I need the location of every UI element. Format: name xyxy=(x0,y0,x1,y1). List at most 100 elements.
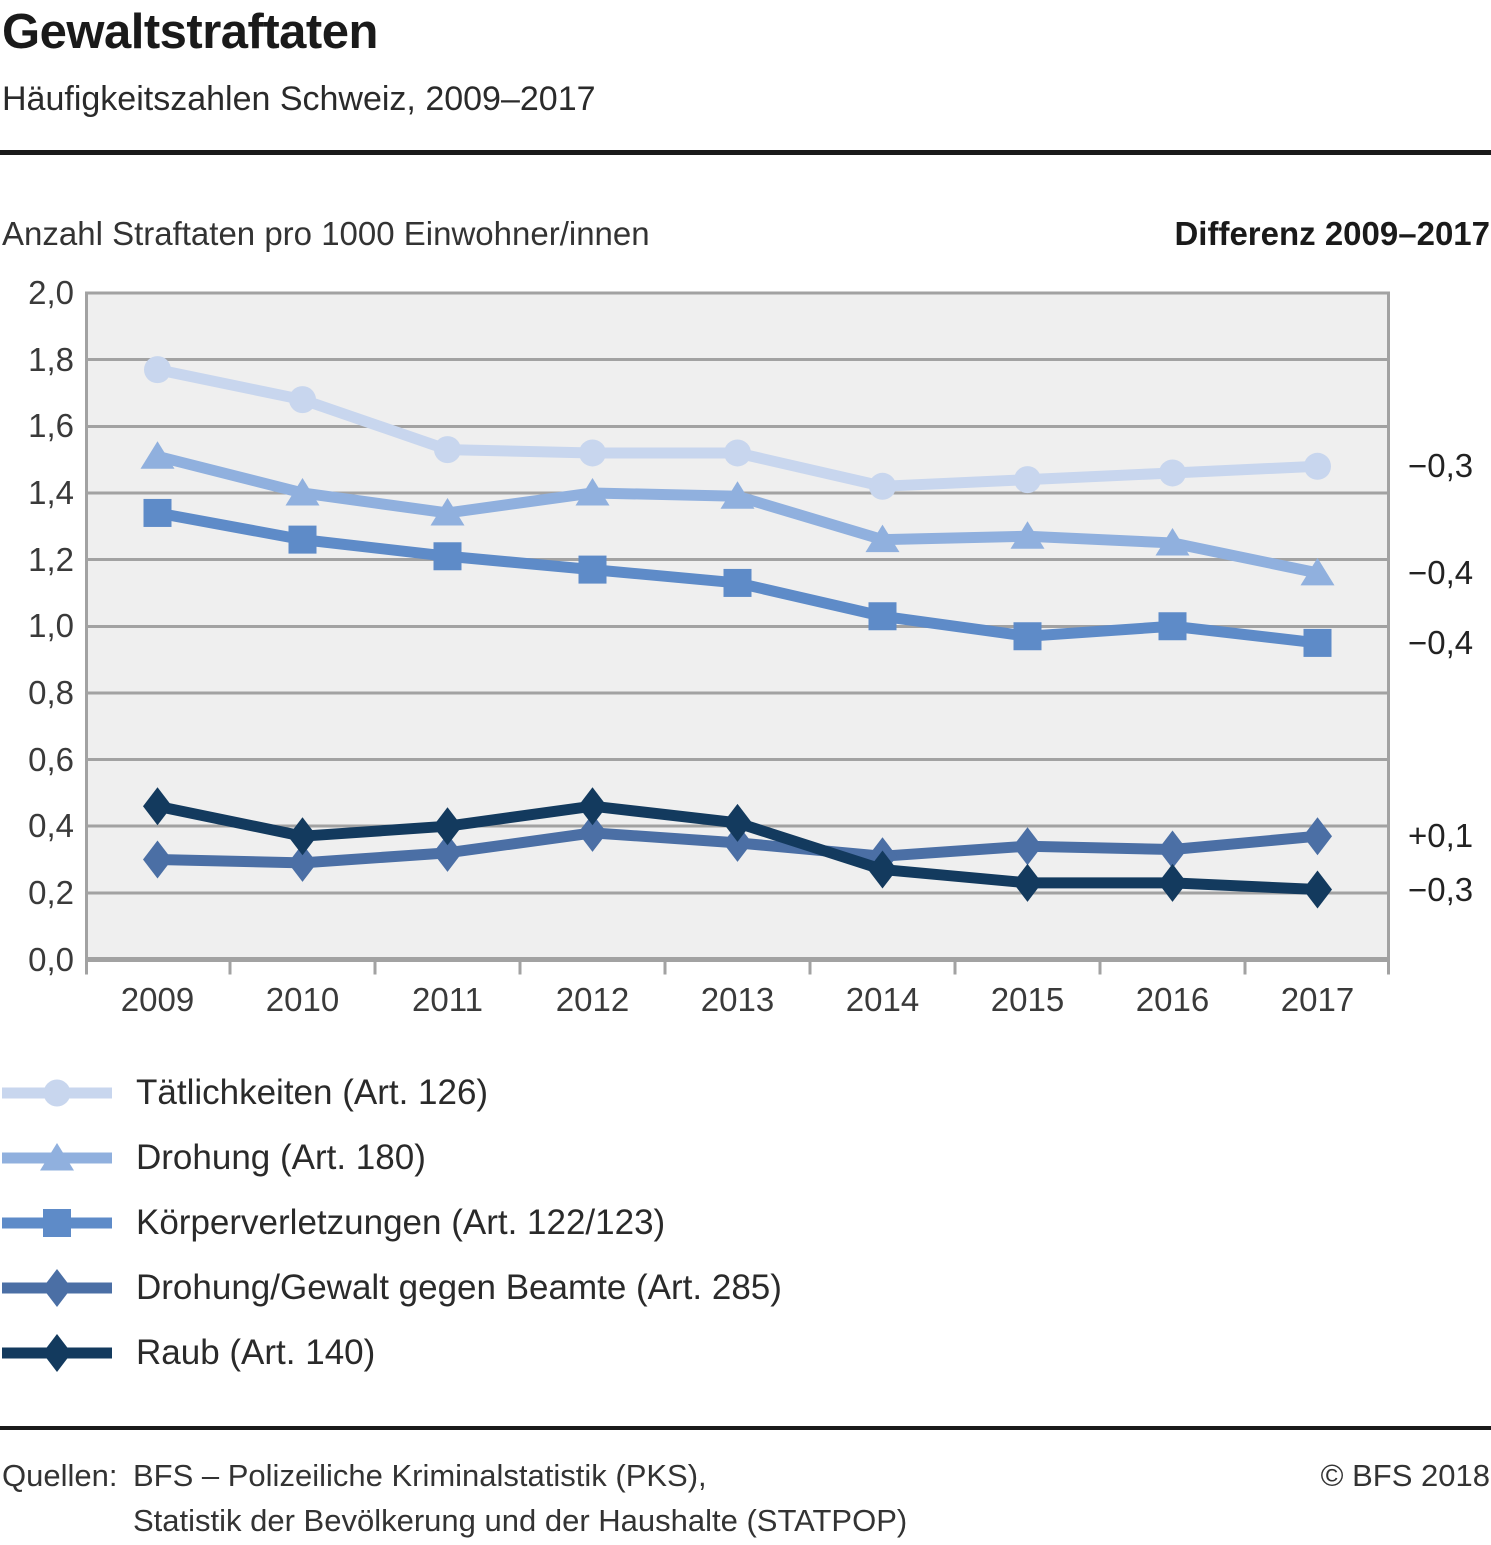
square-marker xyxy=(578,555,607,584)
diamond-marker xyxy=(1303,817,1332,856)
diamond-marker xyxy=(433,833,462,872)
series-3 xyxy=(143,813,1332,882)
y-axis-tick-label: 0,6 xyxy=(28,740,74,778)
y-axis-tick-label: 1,4 xyxy=(28,473,74,511)
y-axis-tick-label: 1,2 xyxy=(28,540,74,578)
diamond-marker xyxy=(1158,863,1187,902)
diamond-marker xyxy=(42,1334,72,1372)
page-subtitle: Häufigkeitszahlen Schweiz, 2009–2017 xyxy=(2,80,596,118)
square-marker xyxy=(433,542,462,571)
triangle-marker xyxy=(430,497,465,526)
diamond-marker xyxy=(578,787,607,826)
x-axis-tick-label: 2009 xyxy=(120,981,195,1018)
y-axis-tick-label: 1,6 xyxy=(28,407,74,445)
y-axis-tick-label: 1,8 xyxy=(28,340,74,378)
y-axis-tick-label: 0,4 xyxy=(28,807,74,845)
line-chart xyxy=(85,291,1390,975)
diamond-marker xyxy=(868,850,897,889)
diamond-marker xyxy=(288,817,317,856)
diamond-marker xyxy=(1303,870,1332,909)
legend-label: Tätlichkeiten (Art. 126) xyxy=(136,1073,489,1112)
y-axis-title: Anzahl Straftaten pro 1000 Einwohner/inn… xyxy=(2,215,650,252)
square-marker xyxy=(288,525,317,554)
series-0 xyxy=(144,356,1331,500)
y-axis-tick-label: 0,8 xyxy=(28,673,74,711)
legend-marker-diamond xyxy=(2,1334,112,1372)
diamond-marker xyxy=(723,803,752,842)
diamond-marker xyxy=(578,813,607,852)
square-marker xyxy=(1013,622,1042,651)
legend-item: Körperverletzungen (Art. 122/123) xyxy=(2,1200,665,1246)
triangle-marker xyxy=(40,1143,74,1171)
legend-marker-square xyxy=(2,1209,112,1237)
x-axis-tick-label: 2014 xyxy=(845,981,920,1018)
series-4 xyxy=(143,787,1332,909)
circle-marker xyxy=(1159,459,1186,487)
square-marker xyxy=(868,602,897,631)
source-line-2: Statistik der Bevölkerung und der Hausha… xyxy=(133,1503,908,1538)
legend-marker-diamond xyxy=(2,1269,112,1307)
x-axis-tick-label: 2010 xyxy=(265,981,340,1018)
square-marker xyxy=(1158,612,1187,641)
circle-marker xyxy=(869,472,896,500)
triangle-marker xyxy=(865,524,900,553)
circle-marker xyxy=(43,1079,71,1107)
circle-marker xyxy=(289,386,316,414)
legend-label: Raub (Art. 140) xyxy=(136,1333,376,1372)
diamond-marker xyxy=(288,843,317,882)
y-axis-tick-label: 2,0 xyxy=(28,274,74,311)
diamond-marker xyxy=(42,1269,72,1307)
triangle-marker xyxy=(1155,527,1190,556)
y-axis-tick-label: 0,0 xyxy=(28,940,74,978)
legend-label: Körperverletzungen (Art. 122/123) xyxy=(136,1203,666,1242)
x-axis-tick-label: 2013 xyxy=(700,981,775,1018)
copyright-notice: © BFS 2018 xyxy=(1320,1458,1490,1493)
triangle-marker xyxy=(1300,557,1335,586)
legend-label: Drohung (Art. 180) xyxy=(136,1138,426,1177)
legend-item: Raub (Art. 140) xyxy=(2,1330,375,1376)
diamond-marker xyxy=(433,807,462,846)
header-divider xyxy=(0,150,1491,155)
x-axis-tick-label: 2017 xyxy=(1280,981,1355,1018)
diamond-marker xyxy=(1013,863,1042,902)
square-marker xyxy=(143,498,172,527)
square-marker xyxy=(1303,628,1332,657)
x-axis-tick-label: 2015 xyxy=(990,981,1065,1018)
difference-label: +0,1 xyxy=(1408,817,1474,855)
x-axis-tick-label: 2016 xyxy=(1135,981,1210,1018)
legend-item: Drohung/Gewalt gegen Beamte (Art. 285) xyxy=(2,1265,782,1311)
circle-marker xyxy=(1304,452,1331,480)
diamond-marker xyxy=(1158,830,1187,869)
legend-item: Tätlichkeiten (Art. 126) xyxy=(2,1070,488,1116)
square-marker xyxy=(43,1209,71,1237)
circle-marker xyxy=(579,439,606,467)
legend-item: Drohung (Art. 180) xyxy=(2,1135,426,1181)
difference-label: −0,4 xyxy=(1408,623,1474,661)
diamond-marker xyxy=(143,787,172,826)
sources-label: Quellen: xyxy=(2,1458,118,1493)
diamond-marker xyxy=(143,840,172,879)
page-title: Gewaltstraftaten xyxy=(2,5,378,59)
triangle-marker xyxy=(285,477,320,506)
triangle-marker xyxy=(1010,521,1045,549)
circle-marker xyxy=(1014,466,1041,494)
difference-label: −0,3 xyxy=(1408,447,1474,485)
legend-marker-triangle xyxy=(2,1143,112,1171)
y-axis-tick-label: 1,0 xyxy=(28,607,74,645)
diamond-marker xyxy=(723,823,752,862)
legend-marker-circle xyxy=(2,1079,112,1107)
y-axis-tick-label: 0,2 xyxy=(28,873,74,911)
source-line-1: BFS – Polizeiliche Kriminalstatistik (PK… xyxy=(133,1458,707,1493)
triangle-marker xyxy=(575,477,610,506)
circle-marker xyxy=(144,356,171,384)
series-1 xyxy=(140,441,1335,586)
diamond-marker xyxy=(1013,827,1042,866)
difference-column-title: Differenz 2009–2017 xyxy=(1174,215,1490,252)
triangle-marker xyxy=(140,441,175,469)
series-2 xyxy=(143,498,1332,657)
circle-marker xyxy=(724,439,751,467)
square-marker xyxy=(723,568,752,597)
x-axis-tick-label: 2012 xyxy=(555,981,630,1018)
legend-label: Drohung/Gewalt gegen Beamte (Art. 285) xyxy=(136,1268,782,1307)
